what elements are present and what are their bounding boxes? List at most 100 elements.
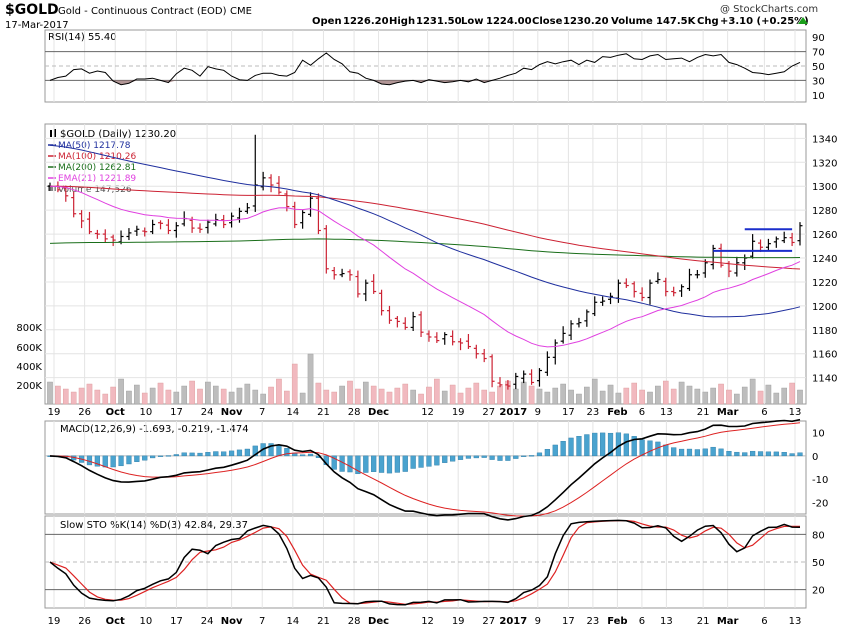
macd-histogram-bar [307,453,314,457]
volume-bar [110,386,116,405]
legend-label: EMA(21) 1221.89 [58,174,136,184]
x-tick-label: 13 [789,407,802,418]
macd-histogram-bar [623,433,629,457]
volume-bar [655,385,661,405]
legend-label: MA(100) 1210.26 [58,152,136,162]
macd-histogram-bar [94,455,100,467]
x-tick-label: 10 [139,407,152,418]
volume-bar [481,389,488,405]
volume-bar [220,388,227,405]
x-tick-label: 19 [452,407,465,418]
macd-histogram-bar [678,448,685,457]
volume-bar [276,378,282,405]
macd-histogram-bar [757,451,764,457]
price-y-tick: 1180 [812,326,837,337]
volume-bar [607,384,614,405]
macd-histogram-bar [457,455,464,460]
x-tick-label: Oct [106,407,125,418]
rsi-y-tick: 70 [812,48,825,59]
volume-bar [149,387,156,405]
x-tick-label: 17 [170,616,183,627]
volume-bar [765,384,772,405]
macd-histogram-bar [157,455,164,457]
macd-y-tick: -20 [812,498,828,509]
volume-bar [260,393,266,405]
x-tick-label: 27 [482,616,495,627]
ema21-line [49,185,801,348]
volume-bar [410,389,416,405]
price-y-tick: 1220 [812,278,837,289]
low-label: Low [461,16,483,27]
x-tick-label: Dec [368,407,389,418]
volume-bar [584,386,590,405]
volume-bar [228,391,235,405]
volume-bar [118,378,124,405]
macd-histogram-bar [773,451,779,457]
volume-bar [307,353,314,405]
volume-bar [449,384,456,405]
volume-tick: 600K [16,343,42,354]
macd-histogram-bar [647,440,653,457]
x-tick-label: 7 [259,616,265,627]
macd-histogram-bar [702,448,708,457]
volume-bar [718,383,724,405]
macd-histogram-bar [465,455,472,459]
macd-histogram-bar [489,455,495,460]
volume-bar [536,388,543,405]
macd-histogram-bar [631,436,637,457]
volume-bar [576,393,582,405]
volume-bar [70,391,77,405]
sto-k-line [49,519,801,606]
macd-histogram-bar [434,455,440,466]
macd-title: MACD(12,26,9) -1.693, -0.219, -1.474 [60,424,249,435]
macd-histogram-bar [386,455,393,474]
macd-histogram-bar [497,455,503,461]
macd-histogram-bar [536,452,543,457]
x-tick-label: 2017 [499,407,527,418]
macd-y-tick: 10 [812,429,825,440]
volume-bar [197,388,203,405]
close-value: 1230.20 [563,16,609,27]
macd-histogram-bar [331,455,337,470]
x-tick-label: Oct [106,616,125,627]
macd-histogram-bar [639,439,645,457]
macd-histogram-bar [552,444,558,457]
sto-y-tick: 50 [812,558,825,569]
x-tick-label: 13 [789,616,802,627]
volume-bar [339,385,345,405]
volume-bar [639,389,645,405]
volume-bar [355,388,361,405]
volume-bar [520,381,527,405]
sto-y-tick: 80 [812,530,825,541]
volume-bar [726,389,732,405]
legend-swatch [51,187,53,191]
ma50-line [49,144,801,318]
macd-histogram-bar [363,455,369,473]
volume-bar [386,391,393,405]
macd-histogram-bar [710,446,716,457]
volume-bar [497,385,503,405]
volume-bar [797,389,803,405]
macd-histogram-bar [150,455,156,459]
macd-histogram-bar [663,444,669,457]
macd-histogram-bar [513,455,519,459]
price-y-tick: 1260 [812,230,837,241]
x-tick-label: 14 [286,407,299,418]
x-tick-label: 19 [48,407,61,418]
macd-histogram-bar [394,455,400,473]
price-y-tick: 1240 [812,254,837,265]
macd-histogram-bar [544,448,550,457]
open-label: Open [312,16,342,27]
price-y-tick: 1140 [812,374,837,385]
x-tick-label: 14 [286,616,299,627]
ma100-line [49,185,801,270]
macd-histogram-bar [244,448,250,457]
volume-bar [773,392,780,405]
x-tick-label: Feb [607,407,627,418]
x-tick-label: 7 [259,407,265,418]
price-y-tick: 1280 [812,206,837,217]
close-label: Close [532,16,563,27]
x-tick-label: 17 [562,407,575,418]
volume-bar [244,383,251,405]
macd-histogram-bar [765,451,772,457]
